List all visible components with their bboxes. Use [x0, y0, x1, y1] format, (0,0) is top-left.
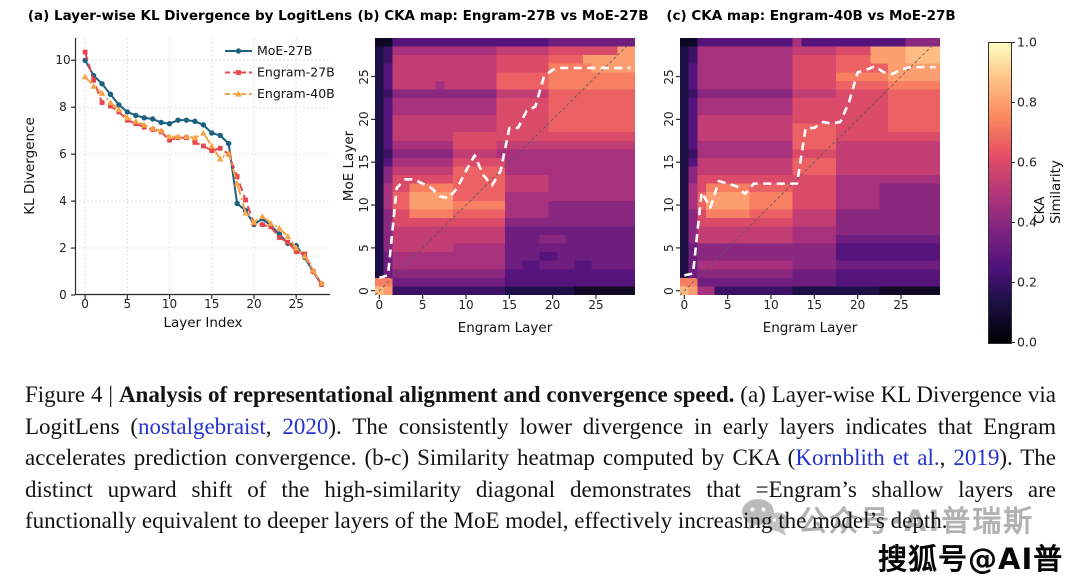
tick-label: 5 [662, 244, 676, 252]
colorbar-tick-mark [1011, 281, 1015, 283]
tick-label: 4 [59, 194, 67, 209]
tick-label: 0 [59, 288, 67, 302]
tick-label: 5 [723, 298, 732, 312]
colorbar-gradient [988, 42, 1012, 344]
tick-label: 5 [357, 244, 371, 252]
caption-text: (a) Layer-wise KL Divergence via LogitLe… [25, 382, 1056, 439]
tick-label: 8 [59, 100, 67, 115]
caption-text: , [265, 413, 283, 439]
colorbar-label: CKA Similarity [1032, 160, 1064, 224]
panel-c-xlabel: Engram Layer [762, 320, 858, 336]
tick-label: 10 [161, 297, 178, 311]
citation-link[interactable]: nostalgebraist [138, 413, 266, 439]
tick-label: 10 [458, 298, 474, 312]
tick-label: 0.2 [1017, 274, 1037, 290]
tick-label: 6 [59, 147, 67, 162]
tick-label: 25 [662, 68, 676, 85]
cka-heatmap-b-overlay [371, 37, 636, 299]
tick-label: 20 [662, 111, 676, 128]
sohu-watermark-text: 搜狐号@AI普瑞斯 [878, 542, 1064, 575]
tick-label: 0.8 [1017, 94, 1037, 110]
tick-label: 20 [357, 111, 371, 128]
tick-label: 15 [806, 298, 822, 312]
tick-label: 10 [662, 197, 676, 213]
tick-label: 15 [357, 154, 371, 170]
tick-label: 0.4 [1017, 214, 1037, 230]
tick-label: 15 [501, 298, 517, 312]
tick-label: 25 [357, 68, 371, 85]
tick-label: 0 [357, 286, 371, 295]
colorbar-tick-mark [1011, 161, 1015, 163]
tick-label: 10 [763, 298, 779, 312]
panel-b-xlabel: Engram Layer [457, 320, 553, 336]
tick-label: 0 [680, 298, 689, 312]
caption-text: ). The consistently lower divergence in … [25, 413, 1056, 471]
tick-label: 20 [850, 298, 866, 312]
svg-text:MoE-27B: MoE-27B [257, 43, 312, 58]
tick-label: 15 [662, 154, 676, 170]
cka-heatmap-c-overlay [676, 37, 941, 299]
tick-label: 0 [81, 297, 89, 311]
caption-text: Analysis of representational alignment a… [118, 382, 735, 407]
panel-a-ylabel: KL Divergence [22, 117, 38, 215]
tick-label: 5 [123, 297, 132, 311]
panel-c-title: (c) CKA map: Engram-40B vs MoE-27B [666, 8, 956, 24]
colorbar-tick-mark [1011, 221, 1015, 223]
tick-label: 20 [246, 297, 262, 311]
tick-label: 5 [418, 298, 427, 312]
tick-label: 0 [662, 286, 676, 295]
tick-label: 25 [288, 297, 304, 311]
panel-b-title: (b) CKA map: Engram-27B vs MoE-27B [357, 8, 649, 24]
wechat-watermark-text: 公众号·AI普瑞斯 [798, 504, 1035, 538]
tick-label: 0.0 [1017, 334, 1037, 350]
panel-a-xlabel: Layer Index [163, 315, 243, 331]
tick-label: 0 [375, 298, 384, 312]
wechat-watermark: 公众号·AI普瑞斯 [740, 496, 1034, 542]
svg-text:Engram-40B: Engram-40B [257, 86, 335, 101]
tick-label: 10 [357, 197, 371, 213]
caption-text: ). The distinct upward shift of the high… [25, 445, 1057, 533]
tick-label: 2 [59, 241, 67, 256]
citation-link[interactable]: 2020 [282, 413, 329, 439]
kl-divergence-line-chart: MoE-27B Engram-27B Engram-40B [71, 38, 335, 299]
tick-label: 20 [545, 298, 561, 312]
wechat-chat-bubbles-icon [740, 496, 792, 542]
tick-label: 0.6 [1017, 154, 1037, 170]
tick-label: 25 [588, 298, 604, 312]
colorbar-tick-mark [1011, 341, 1015, 343]
citation-link[interactable]: Kornblith et al. [795, 445, 940, 470]
colorbar-tick-mark [1011, 101, 1015, 103]
tick-label: 10 [55, 53, 71, 68]
panel-a-title: (a) Layer-wise KL Divergence by LogitLen… [27, 8, 353, 24]
colorbar-tick-mark [1011, 41, 1015, 43]
panel-b-ylabel: MoE Layer [341, 130, 357, 202]
caption-text: , [939, 445, 954, 470]
tick-label: 25 [893, 298, 909, 312]
tick-label: 15 [204, 297, 220, 311]
svg-text:Engram-27B: Engram-27B [257, 65, 335, 80]
figure-caption: Figure 4 | Analysis of representational … [25, 379, 1056, 537]
tick-label: 1.0 [1017, 34, 1037, 50]
citation-link[interactable]: 2019 [953, 445, 1000, 470]
caption-text: Figure 4 | [25, 382, 119, 407]
